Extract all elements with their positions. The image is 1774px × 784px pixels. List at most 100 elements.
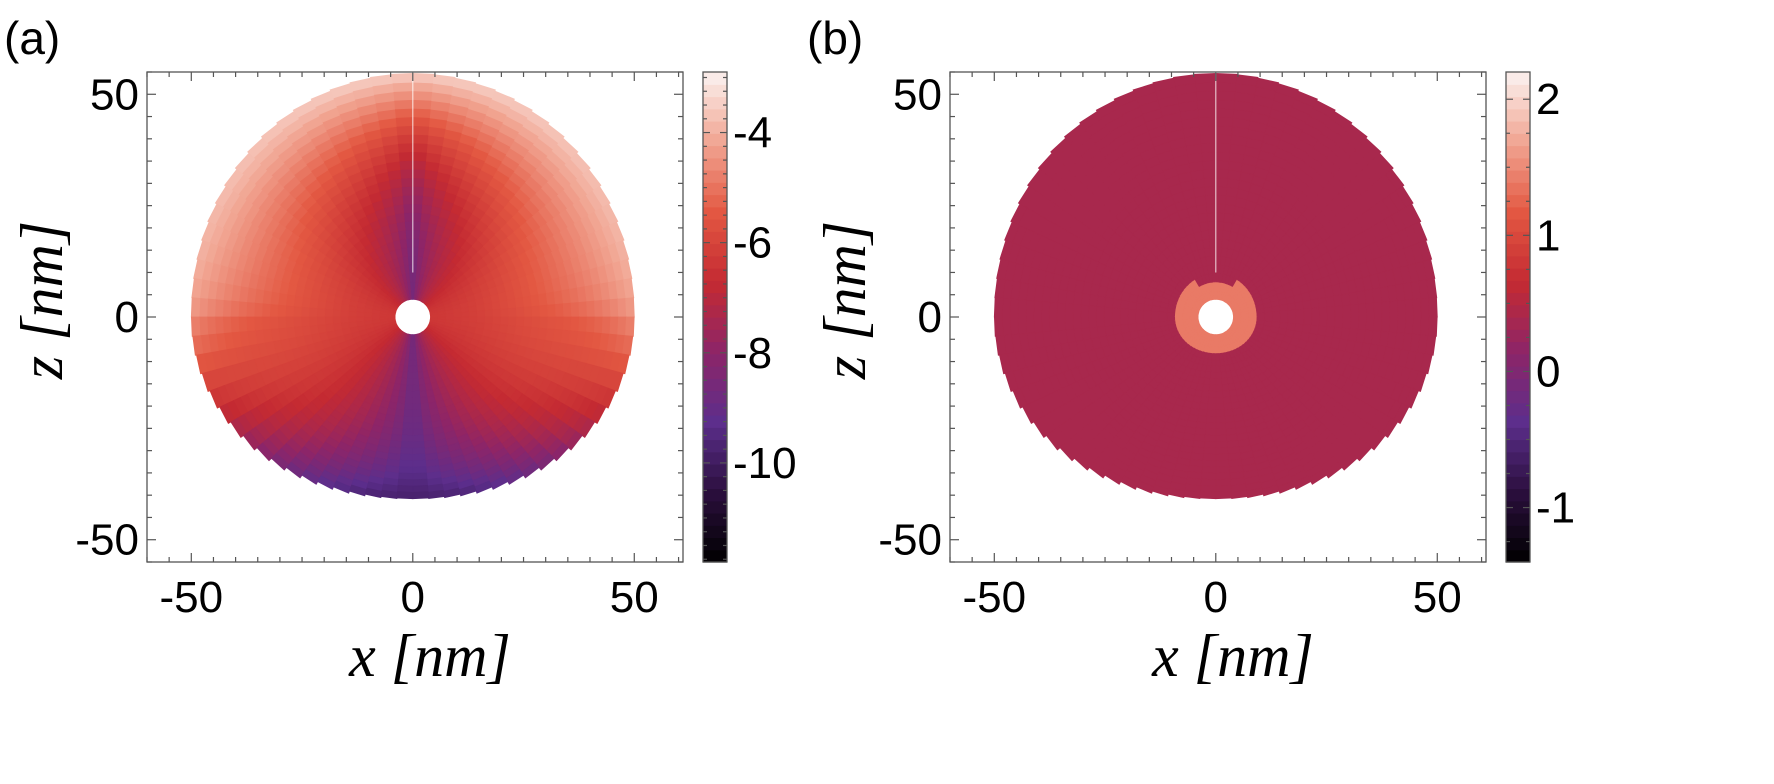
colorbar-tick-label: -8 <box>733 329 772 378</box>
heatmap-cell <box>1215 384 1223 392</box>
heatmap-cell <box>1326 306 1336 318</box>
heatmap-cell <box>308 316 318 327</box>
heatmap-cell <box>1294 301 1305 311</box>
colorbar-band <box>703 513 727 526</box>
heatmap-cell <box>300 316 310 328</box>
colorbar-band <box>1506 145 1530 159</box>
heatmap-cell <box>1025 299 1035 318</box>
heatmap-cell <box>196 353 209 375</box>
heatmap-cell <box>1215 371 1222 380</box>
heatmap-cell <box>1342 316 1352 330</box>
heatmap-cell <box>1196 99 1217 110</box>
heatmap-cell <box>609 316 619 336</box>
heatmap-cell <box>526 110 550 131</box>
heatmap-cell <box>578 316 588 333</box>
heatmap-cell <box>412 365 419 374</box>
heatmap-cell <box>601 316 612 335</box>
heatmap-cell <box>562 302 573 318</box>
y-tick-label: 0 <box>115 293 139 342</box>
heatmap-cell <box>412 428 424 437</box>
heatmap-cell <box>403 415 414 424</box>
x-tick-label: 50 <box>1413 573 1462 622</box>
heatmap-cell <box>412 447 426 455</box>
heatmap-cell <box>214 185 234 208</box>
heatmap-cell <box>392 90 414 101</box>
heatmap-cell <box>491 301 502 311</box>
heatmap-cell <box>401 428 414 437</box>
heatmap-cell <box>1420 297 1430 318</box>
heatmap-cell <box>400 447 414 455</box>
y-tick-label: -50 <box>878 516 942 565</box>
x-tick-label: 50 <box>610 573 659 622</box>
heatmap-cell <box>1194 81 1217 93</box>
heatmap-cell <box>395 125 414 136</box>
colorbar-band <box>1506 488 1530 502</box>
heatmap-cell <box>253 316 263 332</box>
heatmap-cell <box>1215 177 1229 188</box>
heatmap-cell <box>1166 312 1176 318</box>
heatmap-cell <box>531 316 541 329</box>
heatmap-cell <box>1208 384 1217 392</box>
heatmap-cell <box>1209 371 1217 380</box>
heatmap-cell <box>1215 409 1225 418</box>
heatmap-cell <box>1404 299 1415 318</box>
heatmap-cell <box>1215 72 1238 84</box>
heatmap-cell <box>1256 312 1266 318</box>
colorbar-band <box>1506 329 1530 343</box>
heatmap-cell <box>437 313 447 318</box>
heatmap-cell <box>1215 466 1230 474</box>
heatmap-cell <box>1080 316 1090 330</box>
heatmap-cell <box>276 110 299 131</box>
heatmap-cell <box>468 305 478 313</box>
heatmap-cell <box>404 397 414 405</box>
heatmap-cell <box>1215 185 1228 196</box>
heatmap-cell <box>445 312 455 318</box>
heatmap-cell <box>547 316 557 330</box>
heatmap-cell <box>1198 125 1217 136</box>
heatmap-cell <box>608 221 625 244</box>
heatmap-cell <box>190 297 201 318</box>
colorbar-band <box>703 390 727 404</box>
heatmap-cell <box>403 211 414 222</box>
heatmap-cell <box>1204 428 1217 437</box>
heatmap-cell <box>412 484 429 493</box>
heatmap-cell <box>1215 107 1235 119</box>
colorbar-band <box>1506 84 1530 98</box>
heatmap-cell <box>1210 365 1217 374</box>
heatmap-cell <box>1127 301 1137 311</box>
heatmap-cell <box>1142 310 1152 318</box>
heatmap-cell <box>1428 316 1438 337</box>
heatmap-cell <box>1215 491 1233 500</box>
heatmap-cell <box>324 316 334 326</box>
heatmap-cell <box>403 220 414 231</box>
colorbar-band <box>703 402 727 416</box>
heatmap-cell <box>1202 168 1217 179</box>
heatmap-cell <box>1150 310 1160 318</box>
heatmap-cell <box>402 422 414 430</box>
heatmap-cell <box>1040 316 1051 333</box>
heatmap-cell <box>1200 478 1217 487</box>
heatmap-cell <box>371 312 380 318</box>
heatmap-cell <box>1295 316 1305 326</box>
heatmap-cell <box>1205 422 1217 430</box>
heatmap-cell <box>500 316 510 326</box>
heatmap-cell <box>554 303 565 318</box>
heatmap-cell <box>547 304 557 318</box>
heatmap-cell <box>1396 299 1407 318</box>
heatmap-cell <box>593 299 604 318</box>
y-axis-title: z [nm] <box>9 221 75 380</box>
heatmap-cell <box>1203 447 1217 455</box>
colorbar-band <box>1506 157 1530 171</box>
heatmap-cell <box>412 211 423 222</box>
heatmap-cell <box>412 415 423 424</box>
heatmap-cell <box>523 316 533 328</box>
heatmap-cell <box>593 316 604 335</box>
heatmap-cell <box>1056 302 1066 318</box>
colorbar-tick-label: -4 <box>733 109 772 158</box>
heatmap-cell <box>1215 422 1227 430</box>
heatmap-cell <box>452 77 477 92</box>
colorbar-band <box>703 108 727 122</box>
heatmap-cell <box>1206 220 1217 231</box>
heatmap-cell <box>586 300 596 318</box>
heatmap-cell <box>1215 125 1233 136</box>
